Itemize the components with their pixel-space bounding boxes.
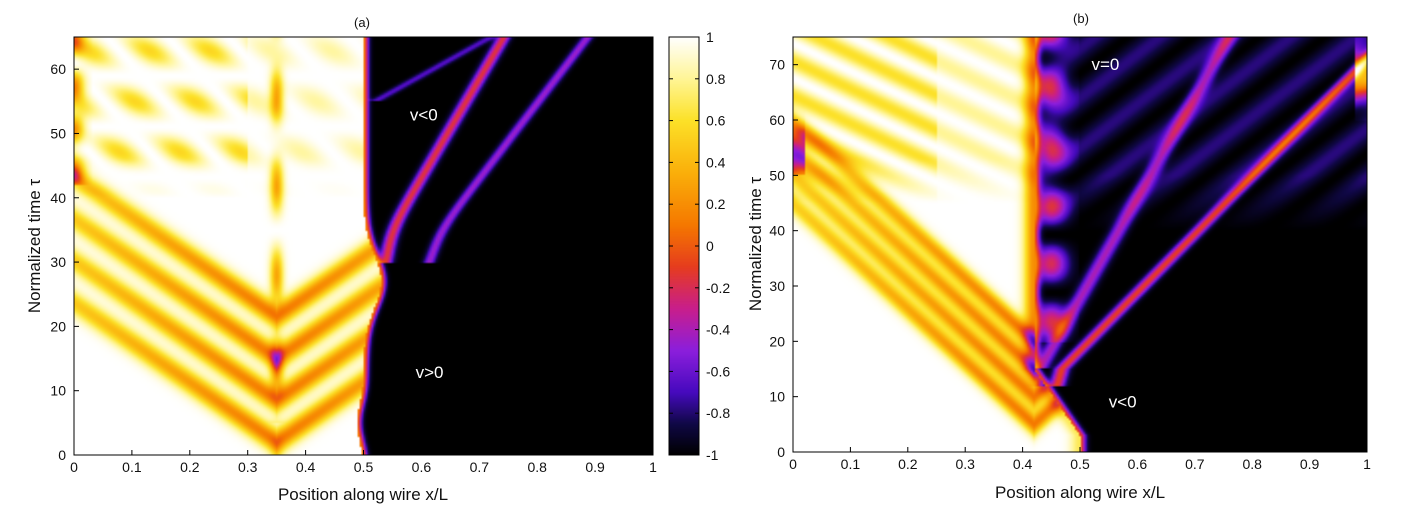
panel-b-xtick-label: 0.1 [841,456,861,472]
panel-b-xtick-label: 0.5 [1070,456,1090,472]
panel-a-xtick-label: 0 [70,459,78,475]
panel-b-ytick-label: 70 [769,57,785,73]
panel-a-heatmap [74,37,653,455]
panel-b-xtick-label: 0.9 [1300,456,1320,472]
panel-a-xtick-label: 0.6 [412,459,432,475]
panel-a: (a) 0 0.1 0.2 0.3 0.4 0.5 0.6 0.7 0.8 0.9 10102030… [25,15,657,504]
panel-b-xtick-label: 0 [789,456,797,472]
panel-a-ticks: 0 0.1 0.2 0.3 0.4 0.5 0.6 0.7 0.8 0.9 101020304050… [50,61,657,475]
colorbar-tick-label: -0.6 [706,363,730,379]
panel-b: (b) 0 0.1 0.2 0.3 0.4 0.5 0.6 0.7 0.8 0.9 10102030… [746,11,1371,502]
panel-a-xtick-label: 1 [649,459,657,475]
panel-b-ytick-label: 60 [769,112,785,128]
colorbar-ticks: 1 0.8 0.6 0.4 0.2 0 -0.2 -0.4 -0.6 -0.8 -1 [669,29,730,463]
panel-a-xtick-label: 0.7 [470,459,490,475]
panel-a-xtick-label: 0.1 [122,459,142,475]
panel-b-xtick-label: 0.6 [1128,456,1148,472]
panel-a-ytick-label: 60 [50,61,66,77]
panel-b-ticks: 0 0.1 0.2 0.3 0.4 0.5 0.6 0.7 0.8 0.9 101020304050… [769,57,1371,472]
colorbar-tick-label: 0.4 [706,154,726,170]
panel-b-ytick-label: 0 [777,444,785,460]
colorbar-tick-label: -0.2 [706,280,730,296]
panel-a-annotation-lower: v>0 [416,363,444,382]
panel-b-xtick-label: 0.4 [1013,456,1033,472]
panel-b-annotation-lower: v<0 [1109,393,1137,412]
panel-a-ytick-label: 20 [50,318,66,334]
panel-a-ytick-label: 40 [50,190,66,206]
panel-b-ytick-label: 10 [769,389,785,405]
panel-b-annotation-upper: v=0 [1091,55,1119,74]
panel-a-ytick-label: 30 [50,254,66,270]
panel-a-ytick-label: 50 [50,125,66,141]
colorbar-tick-label: 0 [706,238,714,254]
panel-a-xtick-label: 0.9 [585,459,605,475]
panel-b-xtick-label: 0.8 [1242,456,1262,472]
colorbar-tick-label: -0.8 [706,405,730,421]
colorbar-tick-label: 0.8 [706,71,726,87]
colorbar: 1 0.8 0.6 0.4 0.2 0 -0.2 -0.4 -0.6 -0.8 -1 [668,29,730,463]
colorbar-tick-label: 0.2 [706,196,726,212]
panel-b-xtick-label: 0.7 [1185,456,1205,472]
panel-a-xtick-label: 0.2 [180,459,200,475]
panel-a-xtick-label: 0.3 [238,459,258,475]
colorbar-tick-label: -0.4 [706,322,730,338]
panel-a-annotation-upper: v<0 [410,106,438,125]
panel-a-xlabel: Position along wire x/L [278,485,448,504]
panel-a-xtick-label: 0.4 [296,459,316,475]
panel-b-xtick-label: 0.2 [898,456,918,472]
panel-a-xtick-label: 0.8 [527,459,547,475]
colorbar-tick-label: 0.6 [706,113,726,129]
panel-b-xlabel: Position along wire x/L [995,483,1165,502]
panel-b-ytick-label: 50 [769,167,785,183]
panel-b-xtick-label: 1 [1363,456,1371,472]
panel-a-label: (a) [354,15,370,30]
panel-b-ylabel: Normalized time τ [746,177,765,312]
colorbar-tick-label: -1 [706,447,719,463]
panel-a-xtick-label: 0.5 [354,459,374,475]
panel-b-ytick-label: 30 [769,278,785,294]
panel-b-heatmap [793,37,1367,452]
colorbar-gradient [669,37,699,455]
panel-a-ytick-label: 10 [50,383,66,399]
panel-b-xtick-label: 0.3 [955,456,975,472]
panel-b-ytick-label: 40 [769,223,785,239]
colorbar-tick-label: 1 [706,29,714,45]
panel-a-ytick-label: 0 [58,447,66,463]
panel-b-label: (b) [1073,11,1089,26]
panel-b-ytick-label: 20 [769,333,785,349]
panel-a-ylabel: Normalized time τ [25,179,44,314]
